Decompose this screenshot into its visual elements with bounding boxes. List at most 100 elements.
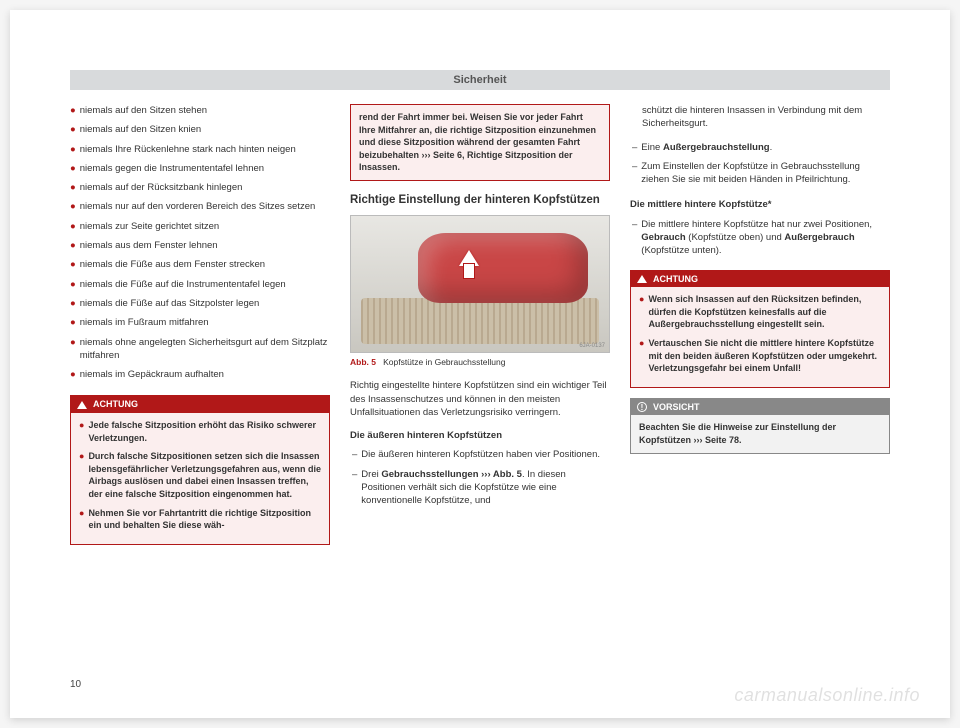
figure-caption: Abb. 5 Kopfstütze in Gebrauchsstellung xyxy=(350,357,610,369)
bullet-text: niemals die Füße aus dem Fenster strecke… xyxy=(80,258,265,271)
dash: – xyxy=(632,160,637,187)
bullet-dot-icon: ● xyxy=(70,200,76,213)
warn-item: ●Jede falsche Sitzposition erhöht das Ri… xyxy=(79,419,321,444)
bullet-dot-icon: ● xyxy=(70,162,76,175)
bullet-dot-icon: ● xyxy=(70,181,76,194)
bullet-dot-icon: ● xyxy=(70,368,76,381)
warn-text: Nehmen Sie vor Fahrtantritt die richtige… xyxy=(88,507,321,532)
dash-item: – Drei Gebrauchsstellungen ››› Abb. 5. I… xyxy=(350,468,610,508)
bullet-dot-icon: ● xyxy=(70,316,76,329)
bullet-text: niemals auf der Rücksitzbank hinlegen xyxy=(80,181,243,194)
dash-item: – Die äußeren hinteren Kopfstützen haben… xyxy=(350,448,610,461)
dash-text: Die mittlere hintere Kopfstütze hat nur … xyxy=(641,218,890,258)
bullet-dot-icon: ● xyxy=(70,278,76,291)
bullet-text: niemals nur auf den vorderen Bereich des… xyxy=(80,200,316,213)
bullet-text: niemals auf den Sitzen knien xyxy=(80,123,201,136)
bullet-dot-icon: ● xyxy=(79,419,84,444)
page-number: 10 xyxy=(70,679,81,690)
content-columns: ● niemals auf den Sitzen stehen ● niemals a… xyxy=(70,104,890,668)
warn-text: Vertauschen Sie nicht die mittlere hinte… xyxy=(648,337,881,375)
arrow-stem xyxy=(464,264,474,278)
dash: – xyxy=(632,218,637,258)
dash-item: – Die mittlere hintere Kopfstütze hat nu… xyxy=(630,218,890,258)
bullet-item: ● niemals auf der Rücksitzbank hinlegen xyxy=(70,181,330,194)
achtung-header: ACHTUNG xyxy=(71,396,329,413)
bullet-item: ● niemals im Gepäckraum aufhalten xyxy=(70,368,330,381)
bullet-item: ● niemals zur Seite gerichtet sitzen xyxy=(70,220,330,233)
bullet-item: ● niemals auf den Sitzen stehen xyxy=(70,104,330,117)
bullet-dot-icon: ● xyxy=(79,450,84,500)
caption-text: Kopfstütze in Gebrauchsstellung xyxy=(383,357,505,367)
warn-item: ●Vertauschen Sie nicht die mittlere hint… xyxy=(639,337,881,375)
bullet-item: ● niemals die Füße auf das Sitzpolster le… xyxy=(70,297,330,310)
bullet-list: ● niemals auf den Sitzen stehen ● niemals a… xyxy=(70,104,330,387)
achtung-cont-text: rend der Fahrt immer bei. Weisen Sie vor… xyxy=(359,112,596,172)
intro-paragraph: Richtig eingestellte hintere Kopfstützen… xyxy=(350,379,610,419)
bullet-item: ● niemals nur auf den vorderen Bereich de… xyxy=(70,200,330,213)
page-header: Sicherheit xyxy=(70,70,890,90)
dash: – xyxy=(352,468,357,508)
bullet-text: niemals im Fußraum mitfahren xyxy=(80,316,209,329)
achtung-body: ●Wenn sich Insassen auf den Rücksitzen b… xyxy=(631,287,889,387)
bullet-text: niemals auf den Sitzen stehen xyxy=(80,104,207,117)
vorsicht-label: VORSICHT xyxy=(653,401,700,414)
manual-page: Sicherheit ● niemals auf den Sitzen stehe… xyxy=(10,10,950,718)
warn-item: ●Nehmen Sie vor Fahrtantritt die richtig… xyxy=(79,507,321,532)
dash-text: Drei Gebrauchsstellungen ››› Abb. 5. In … xyxy=(361,468,610,508)
column-3: schützt die hinteren Insassen in Verbind… xyxy=(630,104,890,668)
warning-triangle-icon xyxy=(77,401,87,409)
bullet-dot-icon: ● xyxy=(70,258,76,271)
dash-text: Zum Einstellen der Kopfstütze in Gebrauc… xyxy=(641,160,890,187)
bullet-text: niemals gegen die Instrumententafel lehn… xyxy=(80,162,264,175)
bullet-text: niemals ohne angelegten Sicherheitsgurt … xyxy=(80,336,330,363)
bullet-dot-icon: ● xyxy=(70,104,76,117)
bullet-dot-icon: ● xyxy=(70,123,76,136)
dash-item: – Eine Außergebrauchstellung. xyxy=(630,141,890,154)
bullet-dot-icon: ● xyxy=(639,293,644,331)
figure-headrest: 6JA-0137 xyxy=(350,215,610,353)
bullet-dot-icon: ● xyxy=(70,336,76,363)
vorsicht-body: Beachten Sie die Hinweise zur Einstellun… xyxy=(631,415,889,452)
bullet-text: niemals die Füße auf die Instrumententaf… xyxy=(80,278,286,291)
dash: – xyxy=(632,141,637,154)
bullet-dot-icon: ● xyxy=(70,220,76,233)
bullet-dot-icon: ● xyxy=(70,143,76,156)
vorsicht-box: ! VORSICHT Beachten Sie die Hinweise zur… xyxy=(630,398,890,454)
bullet-text: niemals im Gepäckraum aufhalten xyxy=(80,368,224,381)
dash-text: Eine Außergebrauchstellung. xyxy=(641,141,772,154)
bullet-text: niemals Ihre Rückenlehne stark nach hint… xyxy=(80,143,296,156)
bullet-item: ● niemals im Fußraum mitfahren xyxy=(70,316,330,329)
bullet-text: niemals zur Seite gerichtet sitzen xyxy=(80,220,219,233)
dash-text: Die äußeren hinteren Kopfstützen haben v… xyxy=(361,448,600,461)
bullet-dot-icon: ● xyxy=(70,297,76,310)
achtung-continuation: rend der Fahrt immer bei. Weisen Sie vor… xyxy=(350,104,610,181)
bullet-text: niemals aus dem Fenster lehnen xyxy=(80,239,218,252)
dash-item: – Zum Einstellen der Kopfstütze in Gebra… xyxy=(630,160,890,187)
header-title: Sicherheit xyxy=(453,74,506,86)
vorsicht-header: ! VORSICHT xyxy=(631,399,889,416)
info-circle-icon: ! xyxy=(637,402,647,412)
achtung-label: ACHTUNG xyxy=(653,273,698,286)
headrest-illustration xyxy=(418,233,588,304)
warn-item: ●Durch falsche Sitzpositionen setzen sic… xyxy=(79,450,321,500)
bullet-item: ● niemals gegen die Instrumententafel leh… xyxy=(70,162,330,175)
achtung-label: ACHTUNG xyxy=(93,398,138,411)
bullet-dot-icon: ● xyxy=(70,239,76,252)
achtung-body: ●Jede falsche Sitzposition erhöht das Ri… xyxy=(71,413,329,544)
bullet-text: niemals die Füße auf das Sitzpolster leg… xyxy=(80,297,260,310)
column-2: rend der Fahrt immer bei. Weisen Sie vor… xyxy=(350,104,610,668)
caption-ref: Abb. 5 xyxy=(350,357,376,367)
dash: – xyxy=(352,448,357,461)
achtung-box-1: ACHTUNG ●Jede falsche Sitzposition erhöh… xyxy=(70,395,330,544)
bullet-item: ● niemals Ihre Rückenlehne stark nach hin… xyxy=(70,143,330,156)
warn-text: Durch falsche Sitzpositionen setzen sich… xyxy=(88,450,321,500)
bullet-dot-icon: ● xyxy=(79,507,84,532)
bullet-item: ● niemals die Füße aus dem Fenster streck… xyxy=(70,258,330,271)
column-1: ● niemals auf den Sitzen stehen ● niemals a… xyxy=(70,104,330,668)
subheading-middle: Die mittlere hintere Kopfstütze* xyxy=(630,198,890,211)
bullet-item: ●niemals ohne angelegten Sicherheitsgurt… xyxy=(70,336,330,363)
bullet-dot-icon: ● xyxy=(639,337,644,375)
watermark: carmanualsonline.info xyxy=(734,685,920,706)
bullet-item: ● niemals die Füße auf die Instrumententa… xyxy=(70,278,330,291)
section-title: Richtige Einstellung der hinteren Kopfst… xyxy=(350,193,610,207)
